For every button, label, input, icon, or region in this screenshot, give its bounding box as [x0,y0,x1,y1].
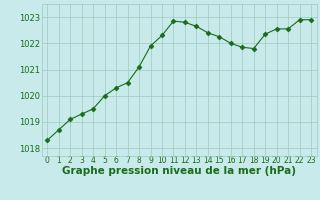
X-axis label: Graphe pression niveau de la mer (hPa): Graphe pression niveau de la mer (hPa) [62,166,296,176]
